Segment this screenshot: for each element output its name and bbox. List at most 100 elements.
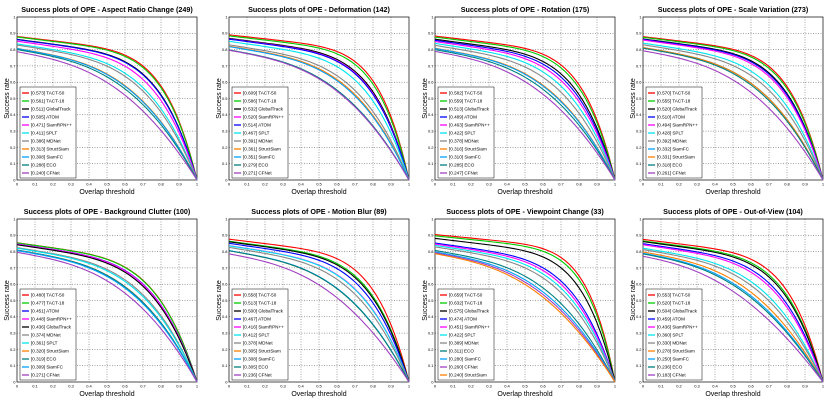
x-tick-label: 0.8 [370,182,376,187]
x-tick-label: 0.5 [730,182,736,187]
x-tick-label: 0.5 [316,182,322,187]
y-tick-label: 0.3 [428,331,434,336]
y-tick-label: 0.9 [428,233,434,238]
series-line [228,241,410,383]
y-tick-label: 0.6 [222,282,228,287]
x-axis-label: Overlap threshold [705,391,760,398]
legend-label: [0.632] TACT-18 [449,301,483,306]
x-tick-label: 0.5 [522,182,528,187]
legend-label: [0.271] CFNet [243,171,272,176]
series-line [642,39,824,181]
legend-label: [0.510] ATOM [657,115,685,120]
y-axis-label: Success rate [630,280,637,321]
x-tick-label: 0.2 [468,182,474,187]
x-tick-label: 0.1 [32,182,38,187]
y-tick-label: 0.7 [428,63,434,68]
legend-label: [0.310] SiamFC [449,155,482,160]
series-line [16,244,198,383]
series-line [228,246,410,383]
legend-label: [0.448] SiamRPN++ [31,317,72,322]
x-tick-label: 0.9 [802,182,808,187]
y-tick-label: 0.2 [428,145,434,150]
y-tick-label: 0.5 [428,298,434,303]
y-tick-label: 0 [431,177,434,182]
x-tick-label: 0.6 [540,384,546,389]
y-axis-label: Success rate [630,78,637,119]
y-tick-label: 0 [431,379,434,384]
legend-label: [0.513] TACT-18 [243,301,277,306]
x-tick-label: 0.3 [68,182,74,187]
x-tick-label: 1 [822,182,825,187]
y-tick-label: 0.8 [10,47,16,52]
legend-label: [0.463] SiamRPN++ [449,123,490,128]
legend-label: [0.412] SPLT [243,333,270,338]
chart-title: Success plots of OPE - Motion Blur (89) [251,207,387,216]
series-line [642,243,824,383]
series-line [434,35,616,181]
x-tick-label: 0.1 [244,182,250,187]
y-tick-label: 0 [13,379,16,384]
legend-label: [0.553] TACT-50 [657,293,691,298]
series-line [642,252,824,383]
chart-panel: Success plots of OPE - Background Clutte… [4,207,199,398]
y-tick-label: 0.7 [222,63,228,68]
series-line [434,251,616,383]
y-tick-label: 0.7 [222,265,228,270]
legend-label: [0.513] GlobalTrack [449,107,490,112]
series-line [228,46,410,181]
series-line [434,244,616,383]
y-axis-label: Success rate [216,280,223,321]
legend-label: [0.278] StructSiam [657,349,695,354]
x-tick-label: 0.1 [658,182,664,187]
legend-label: [0.451] SiamRPN++ [449,325,490,330]
legend-label: [0.319] ECO [31,357,57,362]
x-tick-label: 0.5 [104,384,110,389]
series-line [228,40,410,181]
x-tick-label: 0.3 [280,182,286,187]
x-tick-label: 0.6 [122,182,128,187]
x-tick-label: 0.6 [540,182,546,187]
series-line [16,242,198,383]
y-tick-label: 0.5 [222,298,228,303]
legend-label: [0.422] SPLT [449,333,476,338]
y-tick-label: 0.4 [10,112,16,117]
x-tick-label: 0.2 [676,384,682,389]
y-axis-label: Success rate [4,78,11,119]
y-tick-label: 0.5 [636,96,642,101]
y-tick-label: 0.7 [10,63,16,68]
legend-label: [0.236] CFNet [243,373,272,378]
series-line [642,38,824,181]
x-tick-label: 0.9 [802,384,808,389]
series-line [16,43,198,181]
legend-box [437,288,495,381]
series-line [228,34,410,181]
x-tick-label: 0.6 [748,182,754,187]
y-tick-label: 0.8 [222,249,228,254]
series-line [434,237,616,383]
chart-title: Success plots of OPE - Rotation (175) [461,5,590,14]
series-line [642,244,824,383]
legend-label: [0.261] CFNet [657,171,686,176]
x-tick-label: 0.9 [388,182,394,187]
x-tick-label: 0.9 [176,182,182,187]
legend-label: [0.575] GlobalTrack [449,309,490,314]
y-tick-label: 0.6 [10,80,16,85]
x-tick-label: 0.1 [658,384,664,389]
legend-label: [0.331] StructSiam [657,155,695,160]
y-tick-label: 0.1 [222,161,228,166]
y-tick-label: 0.7 [636,63,642,68]
x-tick-label: 0.3 [486,182,492,187]
legend-box [231,86,289,179]
y-tick-label: 1 [13,216,16,221]
series-line [434,40,616,181]
x-tick-label: 1 [822,384,825,389]
series-line [16,251,198,383]
legend-label: [0.320] StructSiam [31,349,69,354]
series-line [642,36,824,181]
y-tick-label: 1 [431,216,434,221]
y-tick-label: 0.8 [10,249,16,254]
chart-title: Success plots of OPE - Out-of-View (104) [663,207,803,216]
series-line [228,35,410,181]
x-tick-label: 0.6 [334,384,340,389]
